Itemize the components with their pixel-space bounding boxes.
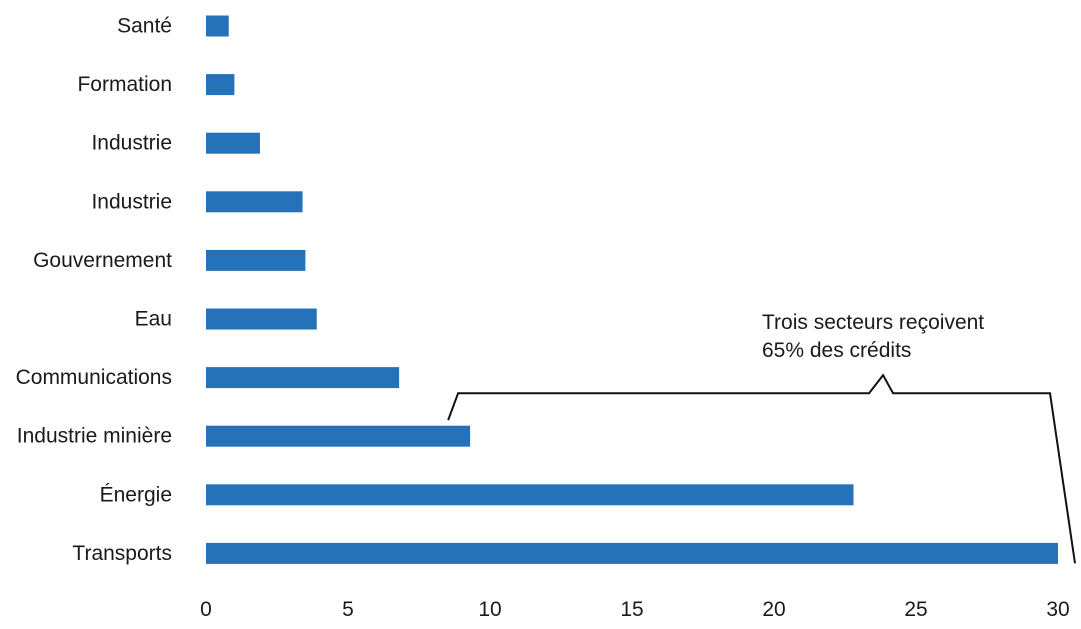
x-tick-label-10: 10 — [478, 598, 501, 621]
bar-2 — [206, 74, 235, 96]
bar-5 — [206, 249, 306, 271]
x-tick-label-20: 20 — [762, 598, 785, 621]
x-tick-label-5: 5 — [342, 598, 354, 621]
annotation-bracket — [447, 373, 1076, 564]
bar-9 — [206, 484, 854, 506]
bar-8 — [206, 425, 471, 447]
bar-1 — [206, 15, 229, 37]
annotation: Trois secteurs reçoivent 65% des crédits — [447, 311, 1076, 564]
x-tick-label-15: 15 — [620, 598, 643, 621]
category-label-6: Eau — [135, 308, 172, 331]
category-label-5: Gouvernement — [33, 249, 172, 272]
bar-6 — [206, 308, 317, 330]
x-axis-tick-labels: 0 5 10 15 20 25 30 — [200, 598, 1070, 621]
bar-7 — [206, 367, 400, 389]
bar-4 — [206, 191, 303, 213]
category-label-3: Industrie — [91, 132, 172, 155]
x-tick-label-30: 30 — [1046, 598, 1069, 621]
annotation-line-1: Trois secteurs reçoivent — [762, 311, 984, 334]
annotation-line-2: 65% des crédits — [762, 339, 911, 362]
x-tick-label-0: 0 — [200, 598, 212, 621]
category-labels: Santé Formation Industrie Industrie Gouverne… — [16, 15, 173, 565]
category-label-9: Énergie — [100, 483, 172, 506]
category-label-8: Industrie minière — [17, 425, 172, 448]
category-label-7: Communications — [16, 366, 172, 389]
category-label-2: Formation — [77, 73, 172, 96]
bar-10 — [206, 542, 1058, 564]
category-label-1: Santé — [117, 15, 172, 38]
category-label-10: Transports — [72, 542, 172, 565]
x-tick-label-25: 25 — [904, 598, 927, 621]
category-label-4: Industrie — [91, 190, 172, 213]
bars-group — [206, 15, 1058, 564]
bar-3 — [206, 132, 260, 154]
